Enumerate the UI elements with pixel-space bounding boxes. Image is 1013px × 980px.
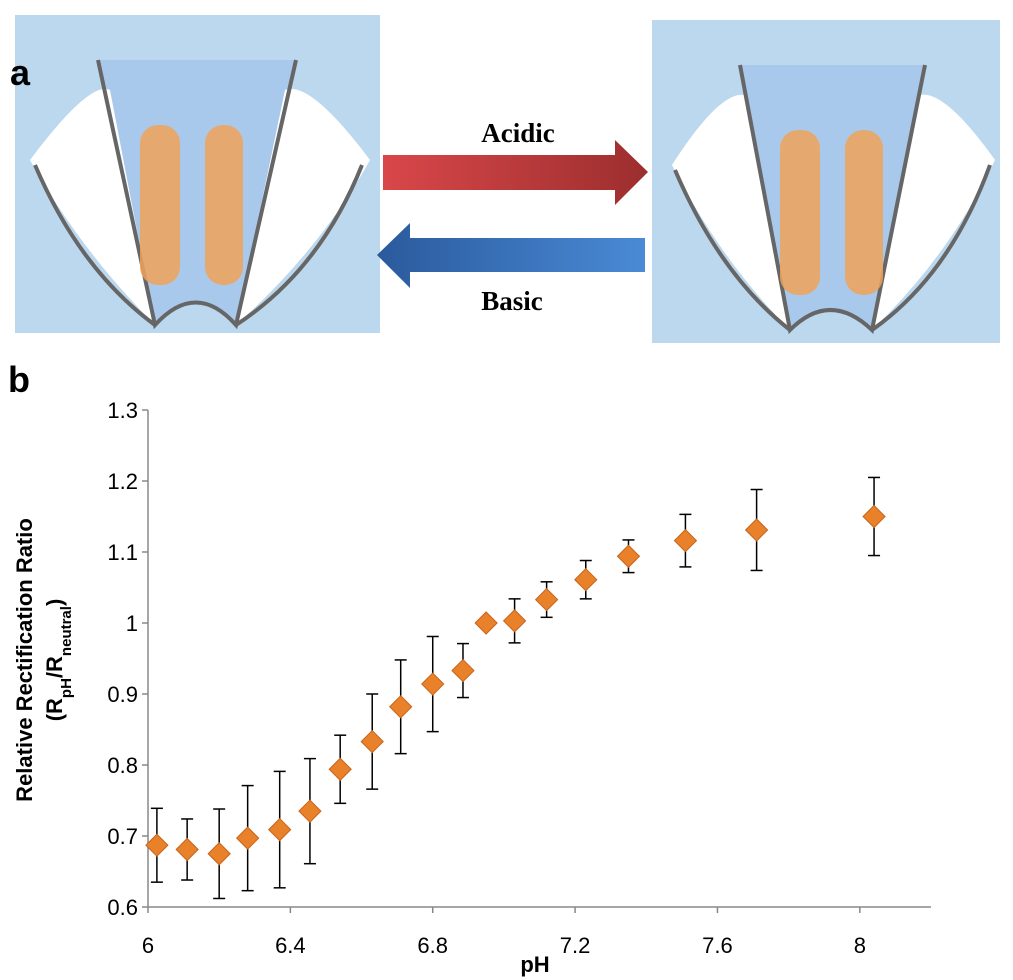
data-point bbox=[328, 757, 352, 781]
x-tick-label: 6 bbox=[142, 933, 154, 958]
y-tick-label: 1.1 bbox=[107, 540, 138, 565]
subscript: pH bbox=[58, 678, 75, 698]
illustration-acidic bbox=[652, 20, 1000, 343]
data-point bbox=[862, 504, 886, 529]
label-part: /R bbox=[42, 656, 67, 678]
data-point bbox=[421, 672, 445, 696]
y-axis-label: (RpH/Rneutral) bbox=[42, 599, 75, 722]
data-point bbox=[673, 528, 698, 553]
data-point bbox=[360, 729, 384, 754]
arrow-label: Basic bbox=[481, 286, 543, 316]
y-tick-label: 0.9 bbox=[107, 682, 138, 707]
data-point bbox=[616, 544, 641, 568]
data-point bbox=[744, 518, 769, 542]
y-tick-label: 1.3 bbox=[107, 398, 138, 423]
data-point bbox=[474, 611, 498, 635]
data-point bbox=[267, 817, 292, 842]
label-part: ) bbox=[42, 599, 67, 606]
subscript: neutral bbox=[58, 606, 75, 656]
y-tick-label: 1 bbox=[126, 611, 138, 636]
x-tick-label: 7.2 bbox=[560, 933, 591, 958]
y-axis-label: Relative Rectification Ratio bbox=[12, 518, 37, 802]
label-part: (R bbox=[42, 698, 67, 721]
data-point bbox=[534, 587, 559, 612]
data-point bbox=[298, 799, 322, 823]
illustration-neutral bbox=[15, 15, 380, 333]
data-point bbox=[388, 695, 413, 719]
x-tick-label: 6.4 bbox=[275, 933, 306, 958]
arrow-label: Acidic bbox=[481, 118, 555, 148]
data-point bbox=[502, 609, 527, 633]
data-point bbox=[207, 842, 231, 866]
data-point bbox=[235, 826, 260, 850]
x-tick-label: 7.6 bbox=[702, 933, 733, 958]
arrow-acidic bbox=[383, 140, 648, 205]
x-axis-label: pH bbox=[520, 952, 549, 977]
data-point bbox=[451, 658, 475, 683]
panel-label: a bbox=[10, 52, 31, 93]
data-point bbox=[175, 837, 199, 862]
panel-label: b bbox=[8, 359, 30, 400]
data-point bbox=[574, 567, 598, 592]
y-tick-label: 0.8 bbox=[107, 753, 138, 778]
y-tick-label: 0.7 bbox=[107, 824, 138, 849]
arrow-basic bbox=[377, 223, 645, 288]
y-tick-label: 0.6 bbox=[107, 895, 138, 920]
y-tick-label: 1.2 bbox=[107, 469, 138, 494]
x-tick-label: 8 bbox=[854, 933, 866, 958]
x-tick-label: 6.8 bbox=[417, 933, 448, 958]
data-point bbox=[145, 833, 169, 857]
